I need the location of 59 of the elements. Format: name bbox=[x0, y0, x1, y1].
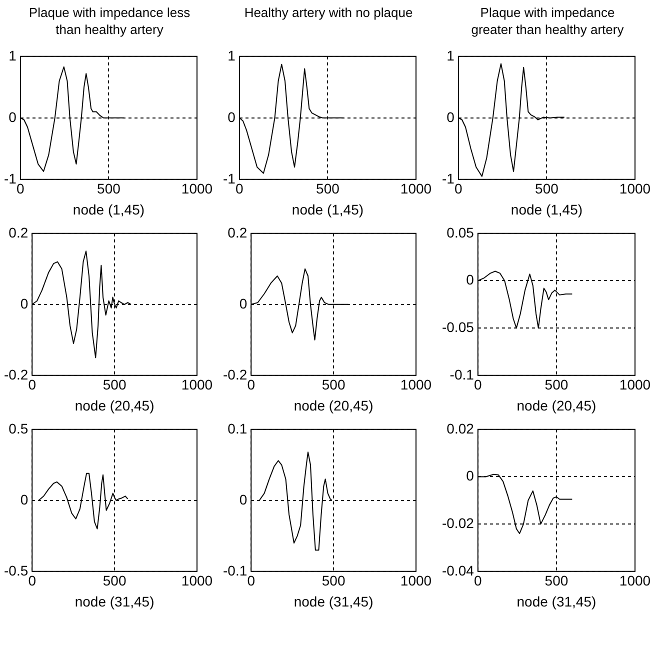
y-tick-label: 1 bbox=[446, 47, 455, 64]
y-tick-label: 0.5 bbox=[8, 420, 28, 436]
y-tick-label: 0 bbox=[20, 295, 28, 312]
y-tick-label: 0.05 bbox=[446, 224, 474, 240]
x-tick-label: 1000 bbox=[181, 180, 213, 197]
x-tick-label: 1000 bbox=[619, 572, 651, 589]
x-axis-title: node (20,45) bbox=[74, 397, 154, 414]
y-tick-label: -1 bbox=[442, 170, 455, 186]
y-tick-label: 0 bbox=[8, 108, 17, 125]
x-tick-label: 1000 bbox=[400, 376, 432, 393]
y-tick-label: -0.04 bbox=[442, 562, 474, 578]
x-tick-label: 1000 bbox=[181, 376, 213, 393]
x-tick-label: 500 bbox=[97, 180, 121, 197]
x-tick-label: 500 bbox=[322, 572, 346, 589]
y-tick-label: 0.1 bbox=[228, 420, 248, 436]
x-axis-title: node (20,45) bbox=[516, 397, 596, 414]
y-tick-label: -0.5 bbox=[4, 562, 28, 578]
x-axis-title: node (1,45) bbox=[72, 201, 145, 218]
y-tick-label: 0 bbox=[20, 491, 28, 508]
x-axis-title: node (1,45) bbox=[510, 201, 583, 218]
x-tick-label: 1000 bbox=[400, 180, 432, 197]
y-tick-label: 0 bbox=[239, 295, 248, 312]
y-tick-label: 0 bbox=[228, 108, 236, 125]
x-tick-label: 500 bbox=[535, 180, 559, 197]
y-tick-label: -0.05 bbox=[442, 318, 474, 335]
y-tick-label: 0 bbox=[446, 108, 455, 125]
chart-title: Plaque with impedance less than healthy artery bbox=[28, 4, 192, 39]
x-tick-label: 500 bbox=[544, 572, 568, 589]
chart-title: Plaque with impedance greater than healthy artery bbox=[470, 4, 625, 39]
y-tick-label: -1 bbox=[222, 170, 236, 186]
y-tick-label: -0.2 bbox=[223, 366, 248, 382]
y-tick-label: 0 bbox=[466, 468, 474, 484]
x-axis-title: node (31,45) bbox=[516, 593, 596, 610]
chart-title: Healthy artery with no plaque bbox=[243, 4, 414, 22]
x-tick-label: 500 bbox=[316, 180, 340, 197]
x-tick-label: 500 bbox=[102, 376, 126, 393]
x-axis-title: node (20,45) bbox=[294, 397, 374, 414]
x-tick-label: 1000 bbox=[181, 572, 213, 589]
y-tick-label: -0.02 bbox=[442, 514, 474, 531]
x-tick-label: 1000 bbox=[619, 180, 651, 197]
x-tick-label: 1000 bbox=[400, 572, 432, 589]
x-axis-title: node (31,45) bbox=[294, 593, 374, 610]
y-tick-label: -0.1 bbox=[450, 366, 474, 382]
y-tick-label: -0.1 bbox=[223, 562, 248, 578]
x-tick-label: 500 bbox=[544, 376, 568, 393]
y-tick-label: 0.2 bbox=[228, 224, 248, 240]
y-tick-label: -1 bbox=[4, 170, 17, 186]
y-tick-label: 0.02 bbox=[446, 420, 474, 436]
y-tick-label: 1 bbox=[228, 47, 236, 64]
x-axis-title: node (1,45) bbox=[292, 201, 364, 218]
y-tick-label: 0 bbox=[239, 491, 248, 508]
x-tick-label: 1000 bbox=[619, 376, 651, 393]
y-tick-label: -0.2 bbox=[4, 366, 28, 382]
x-axis-title: node (31,45) bbox=[74, 593, 154, 610]
y-tick-label: 0.2 bbox=[8, 224, 28, 240]
y-tick-label: 1 bbox=[8, 47, 17, 64]
x-tick-label: 500 bbox=[322, 376, 346, 393]
y-tick-label: 0 bbox=[466, 272, 474, 288]
x-tick-label: 500 bbox=[102, 572, 126, 589]
